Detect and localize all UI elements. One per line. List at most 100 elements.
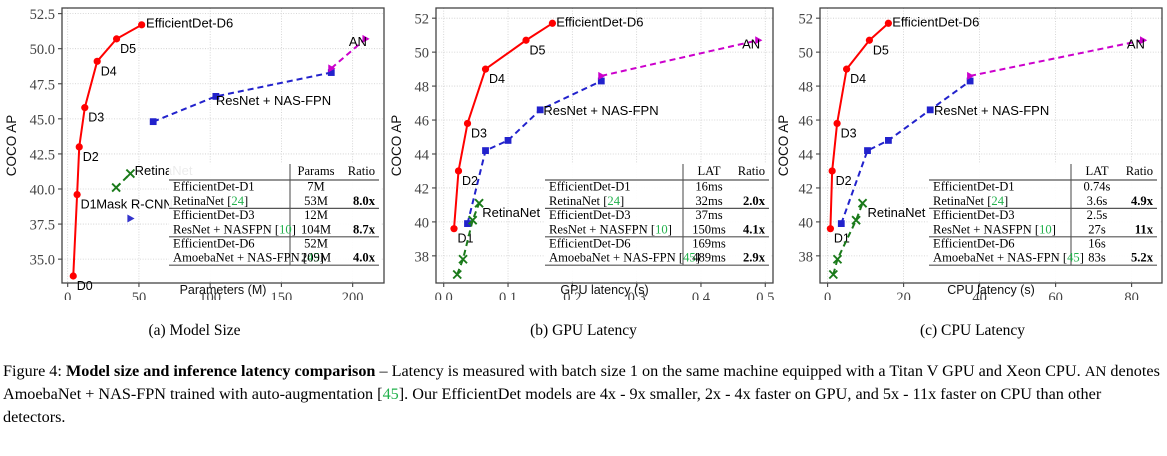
series-resnet-nas-fpn xyxy=(149,69,335,126)
table-row: EfficientDet-D1 16ms xyxy=(549,180,723,194)
table-cell-name-text: AmoebaNet + NAS-FPN [ xyxy=(173,251,307,265)
data-point-x xyxy=(125,168,136,179)
table-header-value: LAT xyxy=(697,164,720,178)
data-point-square xyxy=(327,69,335,76)
data-point-circle xyxy=(522,36,530,44)
series-an xyxy=(967,36,1148,80)
subcaption-model-size: (a) Model Size xyxy=(148,322,241,339)
annotation-resnet-nas-fpn: ResNet + NAS-FPN xyxy=(216,93,331,108)
table-cell-name-text: EfficientDet-D3 xyxy=(173,208,255,222)
point-label-D1: D1 xyxy=(81,198,97,212)
point-label-D2: D2 xyxy=(836,174,852,188)
point-label-D1: D1 xyxy=(834,232,850,246)
data-point-square xyxy=(597,77,605,85)
chart-cpu-latency: 38 40 42 44 46 48 50 52 0 20 40 60 80 CPU latency (s)… xyxy=(778,7,1163,300)
table-cell-name: EfficientDet-D1 xyxy=(933,180,1015,194)
table-cell-name: AmoebaNet + NAS-FPN [45] xyxy=(173,251,324,265)
table-cell-name: EfficientDet-D1 xyxy=(549,180,631,194)
data-point-circle xyxy=(454,167,463,175)
annotations: EfficientDet-D6 ResNet + NAS-FPN RetinaNet… xyxy=(482,15,760,220)
table-cell-value: 0.74s xyxy=(1084,180,1111,194)
data-point-circle xyxy=(865,36,873,44)
table-cell-name: RetinaNet [24] xyxy=(549,194,624,208)
axis-ticks: 38 40 42 44 46 48 50 52 0 20 40 60 80 xyxy=(799,12,1139,300)
table-row: AmoebaNet + NAS-FPN [45]209M 4.0x xyxy=(173,251,376,265)
y-tick-label: 40 xyxy=(799,215,814,231)
data-point-circle xyxy=(93,57,101,65)
table-cell-name-text: EfficientDet-D6 xyxy=(933,237,1015,251)
x-tick-label: 80 xyxy=(1124,290,1139,300)
x-axis-label: CPU latency (s) xyxy=(947,283,1035,297)
data-point-circle xyxy=(548,19,557,27)
x-tick-label: 0.1 xyxy=(499,290,517,300)
data-point-square xyxy=(504,137,512,144)
table-cell-name-text: RetinaNet [ xyxy=(549,194,607,208)
y-tick-label: 35.0 xyxy=(30,253,55,269)
subcaption-row: (a) Model Size (b) GPU Latency (c) CPU L… xyxy=(0,322,1167,350)
caption-label: Figure 4: xyxy=(3,362,62,380)
table-cell-name: EfficientDet-D6 xyxy=(549,237,631,251)
table-row: EfficientDet-D6 16s xyxy=(933,237,1106,251)
point-label-D3: D3 xyxy=(88,111,104,125)
data-point-square xyxy=(885,137,892,144)
table-cell-value: 16s xyxy=(1088,237,1106,251)
annotation-efficientdet-d6: EfficientDet-D6 xyxy=(892,15,979,30)
point-label-D4: D4 xyxy=(489,72,505,86)
data-point-x xyxy=(458,254,468,264)
table-cell-ratio: 8.7x xyxy=(353,222,376,236)
table-header-ratio: Ratio xyxy=(348,164,375,178)
series-line xyxy=(466,80,602,224)
series-efficientdet: D1 D2 D3 D4 D5 xyxy=(450,19,557,246)
series-line xyxy=(330,38,367,70)
table-cell-reference-close: ] xyxy=(696,251,700,265)
y-axis-label: COCO AP xyxy=(4,115,19,177)
table-row: EfficientDet-D3 37ms xyxy=(549,208,723,222)
plot-frame xyxy=(61,7,385,284)
data-point-square xyxy=(464,220,471,227)
table-cell-value: 7M xyxy=(307,180,325,194)
series-line xyxy=(152,71,332,123)
table-row: ResNet + NASFPN [10] 104M 8.7x xyxy=(173,222,376,236)
table-cell-value: 12M xyxy=(304,208,328,222)
y-tick-label: 42 xyxy=(799,181,814,197)
y-tick-label: 44 xyxy=(415,147,430,163)
annotation-retinanet: RetinaNet xyxy=(482,205,540,220)
table-row: EfficientDet-D1 0.74s xyxy=(933,180,1111,194)
table-cell-ratio: 2.9x xyxy=(743,251,766,265)
data-point-circle xyxy=(481,65,490,73)
table-cell-value: 2.5s xyxy=(1087,208,1108,222)
y-axis-label: COCO AP xyxy=(389,115,404,177)
table-row: ResNet + NASFPN [10] 27s 11x xyxy=(933,222,1154,236)
data-point-x xyxy=(832,254,843,264)
axis-ticks: 38 40 42 44 46 48 50 52 0.0 0.1 0.2 0.3 0.4 0.5 xyxy=(415,12,775,300)
data-point-circle xyxy=(138,21,146,29)
table-cell-name: AmoebaNet + NAS-FPN [45] xyxy=(933,251,1084,265)
y-tick-label: 42.5 xyxy=(30,147,55,163)
table-cell-name-text: ResNet + NASFPN [ xyxy=(933,222,1039,236)
caption-body-2: denotes AmoebaNet + NAS-FPN trained with… xyxy=(3,362,1160,404)
series-efficientdet: D1 D2 D3 D4 D5 xyxy=(826,19,892,246)
y-tick-label: 44 xyxy=(799,147,814,163)
table-row: ResNet + NASFPN [10] 150ms 4.1x xyxy=(549,222,766,236)
table-row: EfficientDet-D3 2.5s xyxy=(933,208,1107,222)
data-point-circle xyxy=(112,35,121,43)
subcaption-cpu-latency: (c) CPU Latency xyxy=(919,322,1026,339)
series-retinanet xyxy=(828,198,868,280)
table-row: AmoebaNet + NAS-FPN [45]489ms 2.9x xyxy=(549,251,766,265)
point-label-D3: D3 xyxy=(841,126,857,140)
table-cell-reference-close: ] xyxy=(292,222,296,236)
data-point-square xyxy=(926,106,934,114)
table-cell-name-text: RetinaNet [ xyxy=(173,194,231,208)
data-point-x xyxy=(828,269,838,280)
data-point-x xyxy=(474,198,484,208)
table-cell-name-text: RetinaNet [ xyxy=(933,194,991,208)
point-label-D4: D4 xyxy=(101,64,117,78)
data-point-square xyxy=(837,220,845,227)
data-point-circle xyxy=(450,225,458,233)
data-point-x xyxy=(857,198,868,208)
data-point-x xyxy=(111,182,121,193)
annotation-efficientdet-d6: EfficientDet-D6 xyxy=(146,16,233,31)
table-row: AmoebaNet + NAS-FPN [45] 83s 5.2x xyxy=(933,251,1154,265)
